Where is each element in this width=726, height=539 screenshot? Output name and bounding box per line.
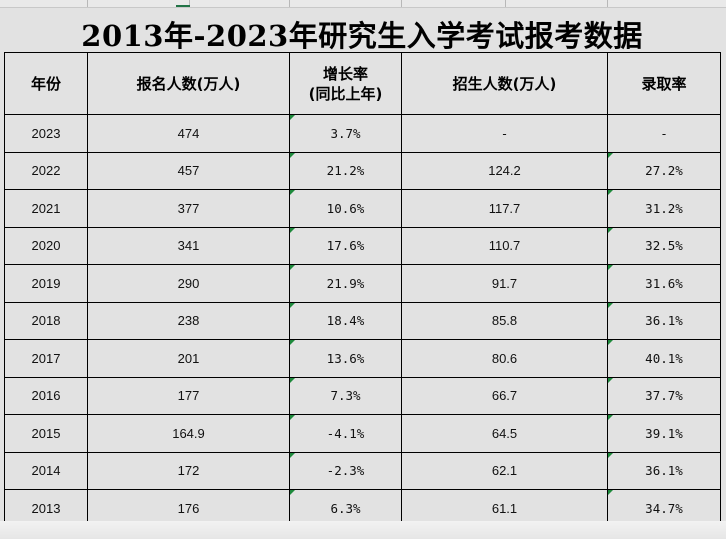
cell-year[interactable]: 2022 — [4, 151, 88, 190]
cell-admission-rate[interactable]: 31.2% — [607, 189, 721, 228]
table-row: 2021 377 10.6% 117.7 31.2% — [4, 189, 721, 228]
cell-growth[interactable]: 21.2% — [289, 151, 402, 190]
cell-admission-rate[interactable]: 32.5% — [607, 226, 721, 265]
cell-applicants[interactable]: 290 — [87, 264, 290, 303]
cell-applicants[interactable]: 377 — [87, 189, 290, 228]
cell-applicants[interactable]: 201 — [87, 339, 290, 378]
cell-year[interactable]: 2018 — [4, 301, 88, 340]
cell-applicants[interactable]: 238 — [87, 301, 290, 340]
cell-year[interactable]: 2015 — [4, 414, 88, 453]
cell-enrolled[interactable]: 110.7 — [401, 226, 608, 265]
cell-enrolled[interactable]: - — [401, 114, 608, 153]
cell-enrolled[interactable]: 62.1 — [401, 451, 608, 490]
cell-enrolled[interactable]: 85.8 — [401, 301, 608, 340]
data-table[interactable]: 年份 报名人数(万人) 增长率 (同比上年) 招生人数(万人) 录取率 2023… — [4, 52, 721, 528]
cell-enrolled[interactable]: 91.7 — [401, 264, 608, 303]
cell-applicants[interactable]: 177 — [87, 376, 290, 415]
table-row: 2016 177 7.3% 66.7 37.7% — [4, 376, 721, 415]
cell-growth[interactable]: -4.1% — [289, 414, 402, 453]
cell-admission-rate[interactable]: 31.6% — [607, 264, 721, 303]
cell-admission-rate[interactable]: 36.1% — [607, 451, 721, 490]
table-row: 2014 172 -2.3% 62.1 36.1% — [4, 451, 721, 490]
header-row: 年份 报名人数(万人) 增长率 (同比上年) 招生人数(万人) 录取率 — [4, 52, 721, 115]
cell-admission-rate[interactable]: 37.7% — [607, 376, 721, 415]
cell-growth[interactable]: 10.6% — [289, 189, 402, 228]
header-growth-line2: (同比上年) — [308, 84, 383, 103]
table-row: 2019 290 21.9% 91.7 31.6% — [4, 264, 721, 303]
cell-admission-rate[interactable]: 40.1% — [607, 339, 721, 378]
cell-growth[interactable]: 3.7% — [289, 114, 402, 153]
cell-growth[interactable]: 17.6% — [289, 226, 402, 265]
cell-admission-rate[interactable]: 27.2% — [607, 151, 721, 190]
cell-year[interactable]: 2014 — [4, 451, 88, 490]
cell-growth[interactable]: -2.3% — [289, 451, 402, 490]
cell-growth[interactable]: 21.9% — [289, 264, 402, 303]
table-row: 2015 164.9 -4.1% 64.5 39.1% — [4, 414, 721, 453]
table-row: 2023 474 3.7% - - — [4, 114, 721, 153]
cell-growth[interactable]: 18.4% — [289, 301, 402, 340]
header-growth-line1: 增长率 — [322, 64, 368, 83]
header-year[interactable]: 年份 — [4, 52, 88, 115]
header-enrolled[interactable]: 招生人数(万人) — [401, 52, 608, 115]
selected-column-indicator — [176, 5, 190, 7]
cell-year[interactable]: 2020 — [4, 226, 88, 265]
cell-admission-rate[interactable]: - — [607, 114, 721, 153]
sheet-title: 2013年-2023年研究生入学考试报考数据 — [81, 19, 643, 53]
table-row: 2017 201 13.6% 80.6 40.1% — [4, 339, 721, 378]
sheet-bottom-edge — [0, 521, 726, 539]
cell-enrolled[interactable]: 117.7 — [401, 189, 608, 228]
cell-enrolled[interactable]: 80.6 — [401, 339, 608, 378]
cell-growth[interactable]: 7.3% — [289, 376, 402, 415]
cell-enrolled[interactable]: 64.5 — [401, 414, 608, 453]
cell-applicants[interactable]: 457 — [87, 151, 290, 190]
cell-admission-rate[interactable]: 36.1% — [607, 301, 721, 340]
table-row: 2022 457 21.2% 124.2 27.2% — [4, 151, 721, 190]
header-applicants[interactable]: 报名人数(万人) — [87, 52, 290, 115]
cell-year[interactable]: 2016 — [4, 376, 88, 415]
cell-year[interactable]: 2023 — [4, 114, 88, 153]
cell-applicants[interactable]: 172 — [87, 451, 290, 490]
table-row: 2020 341 17.6% 110.7 32.5% — [4, 226, 721, 265]
column-header-strip[interactable] — [0, 0, 726, 8]
cell-growth[interactable]: 13.6% — [289, 339, 402, 378]
spreadsheet-grid[interactable]: 2013年-2023年研究生入学考试报考数据 年份 报名人数(万人) 增长率 (… — [0, 8, 726, 539]
cell-applicants[interactable]: 164.9 — [87, 414, 290, 453]
cell-applicants[interactable]: 474 — [87, 114, 290, 153]
cell-admission-rate[interactable]: 39.1% — [607, 414, 721, 453]
cell-enrolled[interactable]: 124.2 — [401, 151, 608, 190]
header-growth[interactable]: 增长率 (同比上年) — [289, 52, 402, 115]
cell-year[interactable]: 2021 — [4, 189, 88, 228]
cell-enrolled[interactable]: 66.7 — [401, 376, 608, 415]
table-row: 2018 238 18.4% 85.8 36.1% — [4, 301, 721, 340]
cell-applicants[interactable]: 341 — [87, 226, 290, 265]
cell-year[interactable]: 2017 — [4, 339, 88, 378]
header-admission-rate[interactable]: 录取率 — [607, 52, 721, 115]
cell-year[interactable]: 2019 — [4, 264, 88, 303]
